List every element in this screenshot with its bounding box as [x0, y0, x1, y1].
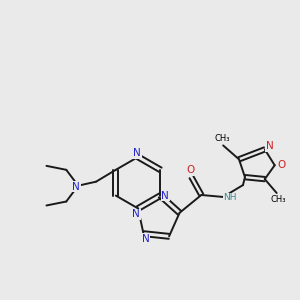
Text: NH: NH — [223, 194, 237, 202]
Text: N: N — [72, 182, 80, 192]
Text: N: N — [266, 141, 274, 152]
Text: N: N — [132, 209, 140, 219]
Text: O: O — [278, 160, 286, 170]
Text: O: O — [186, 165, 195, 175]
Text: CH₃: CH₃ — [271, 195, 286, 204]
Text: CH₃: CH₃ — [214, 134, 230, 143]
Text: N: N — [142, 234, 149, 244]
Text: N: N — [161, 190, 169, 201]
Text: N: N — [133, 148, 141, 158]
